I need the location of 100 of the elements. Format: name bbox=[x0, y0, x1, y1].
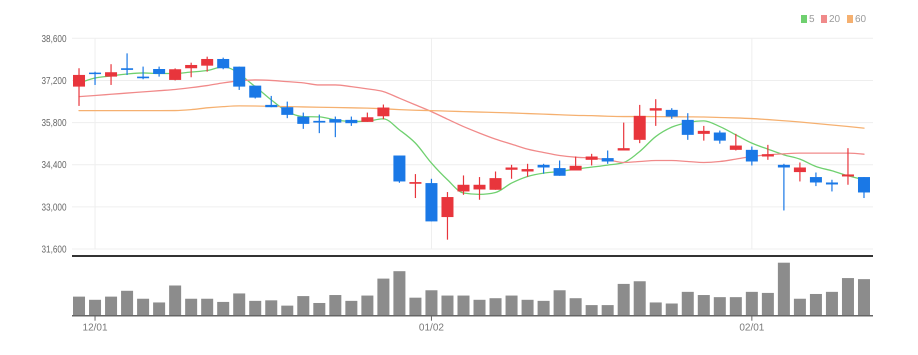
bar bbox=[265, 300, 278, 316]
bar bbox=[538, 300, 550, 316]
bar bbox=[249, 300, 262, 316]
y-tick-label: 37,200 bbox=[41, 75, 67, 86]
candlestick bbox=[858, 176, 870, 199]
candlestick bbox=[762, 144, 774, 160]
bar bbox=[730, 297, 742, 316]
candlestick bbox=[249, 85, 262, 100]
candlestick bbox=[201, 56, 214, 72]
bar bbox=[554, 290, 566, 316]
bar bbox=[313, 302, 326, 316]
candlestick bbox=[778, 163, 790, 212]
bar bbox=[682, 292, 694, 316]
candlestick bbox=[826, 179, 838, 192]
candlestick bbox=[794, 162, 806, 182]
bar bbox=[810, 294, 822, 316]
candlestick bbox=[121, 52, 134, 76]
candlestick bbox=[105, 64, 118, 86]
line-series bbox=[78, 79, 865, 164]
candlestick bbox=[490, 170, 502, 190]
bar bbox=[409, 298, 422, 316]
candlestick bbox=[185, 62, 198, 78]
bar bbox=[746, 292, 758, 316]
line-series bbox=[78, 105, 865, 129]
bar bbox=[794, 298, 806, 316]
legend-label: 5 bbox=[809, 14, 815, 25]
bar bbox=[762, 292, 774, 316]
candlestick bbox=[441, 191, 454, 240]
bar bbox=[666, 304, 678, 316]
bar bbox=[329, 295, 342, 316]
candlestick bbox=[842, 148, 854, 186]
legend-label: 60 bbox=[855, 14, 867, 25]
bar bbox=[618, 284, 630, 316]
y-tick-label: 33,000 bbox=[41, 202, 67, 213]
candlestick bbox=[169, 68, 182, 82]
bar bbox=[650, 302, 662, 316]
candlestick bbox=[474, 176, 486, 200]
bar bbox=[842, 278, 854, 316]
bar bbox=[778, 262, 790, 316]
bar bbox=[201, 298, 214, 316]
candlestick bbox=[602, 150, 614, 164]
bar bbox=[217, 302, 230, 316]
bar bbox=[89, 300, 102, 316]
candlestick bbox=[618, 122, 630, 152]
bar bbox=[826, 292, 838, 316]
candlestick bbox=[522, 163, 534, 178]
bar bbox=[185, 298, 198, 316]
candlestick bbox=[217, 57, 230, 70]
bar bbox=[105, 296, 118, 316]
candlestick bbox=[153, 66, 166, 78]
bar bbox=[457, 296, 470, 316]
candlestick bbox=[345, 116, 358, 126]
candlestick bbox=[554, 160, 566, 176]
bar bbox=[586, 305, 598, 316]
bar bbox=[425, 290, 438, 316]
candlestick bbox=[73, 68, 86, 107]
bar bbox=[602, 305, 614, 316]
bar bbox=[169, 285, 182, 316]
candlestick bbox=[137, 66, 150, 80]
bar bbox=[634, 281, 646, 316]
legend-label: 20 bbox=[829, 14, 841, 25]
candlestick bbox=[634, 104, 646, 144]
candlestick bbox=[233, 66, 246, 91]
candlestick bbox=[730, 133, 742, 152]
bar bbox=[570, 298, 582, 316]
candlestick bbox=[361, 112, 374, 122]
bar bbox=[490, 298, 502, 316]
candlestick bbox=[586, 153, 598, 166]
bar bbox=[73, 296, 86, 316]
bar bbox=[858, 279, 870, 316]
bar bbox=[522, 300, 534, 316]
x-tick-label: 12/01 bbox=[82, 322, 108, 334]
candlestick bbox=[329, 116, 342, 138]
candlestick bbox=[457, 174, 470, 196]
bar bbox=[377, 278, 390, 316]
bar bbox=[474, 300, 486, 316]
candlestick bbox=[698, 125, 710, 142]
candlestick bbox=[682, 112, 694, 140]
candlestick bbox=[297, 112, 310, 130]
bar bbox=[506, 296, 518, 316]
candlestick bbox=[281, 101, 294, 119]
candlestick bbox=[810, 172, 822, 187]
bar bbox=[281, 306, 294, 316]
x-tick-label: 02/01 bbox=[739, 322, 765, 334]
candlestick bbox=[746, 146, 758, 166]
bar bbox=[297, 296, 310, 316]
candlestick bbox=[666, 108, 678, 120]
candlestick bbox=[377, 104, 390, 120]
candlestick bbox=[506, 164, 518, 180]
bar bbox=[441, 296, 454, 316]
bar bbox=[137, 298, 150, 316]
candlestick bbox=[89, 71, 102, 86]
candlestick bbox=[538, 163, 550, 174]
candlestick bbox=[650, 98, 662, 126]
y-tick-label: 38,600 bbox=[41, 33, 67, 44]
bar bbox=[393, 271, 406, 316]
bar bbox=[345, 300, 358, 316]
bar bbox=[233, 293, 246, 316]
y-tick-label: 31,600 bbox=[41, 244, 67, 255]
bar bbox=[698, 295, 710, 316]
